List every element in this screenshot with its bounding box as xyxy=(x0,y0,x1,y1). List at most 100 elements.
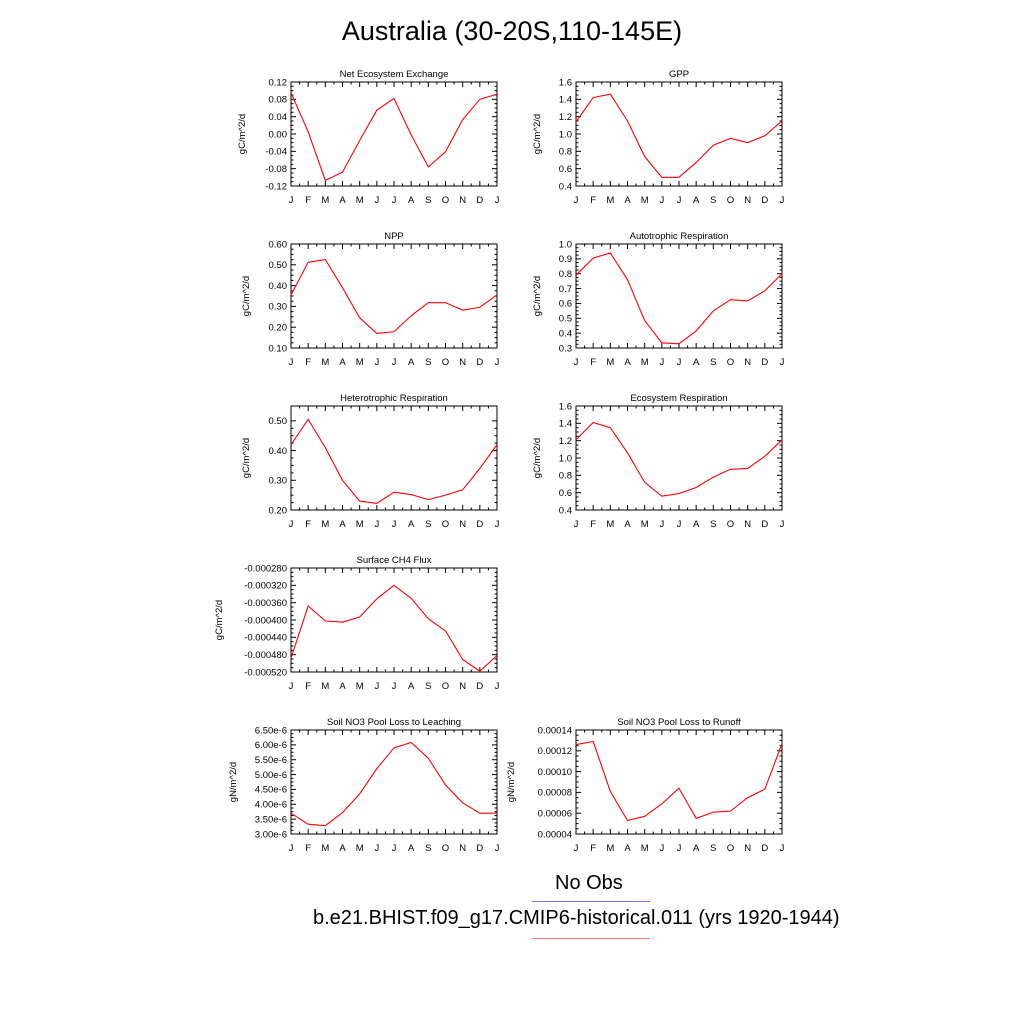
x-tick-label: A xyxy=(408,357,415,368)
x-tick-label: J xyxy=(574,843,579,854)
y-axis-label: gC/m^2/d xyxy=(214,600,225,640)
x-tick-label: D xyxy=(761,519,768,530)
x-tick-label: S xyxy=(710,519,716,530)
x-tick-label: A xyxy=(339,195,346,206)
x-tick-label: A xyxy=(693,519,700,530)
y-tick-label: 0.00012 xyxy=(538,746,572,757)
x-tick-label: J xyxy=(495,681,500,692)
y-tick-label: 0.12 xyxy=(269,77,288,88)
y-axis-label: gC/m^2/d xyxy=(532,114,543,154)
y-tick-label: 1.6 xyxy=(559,401,572,412)
x-tick-label: S xyxy=(425,681,431,692)
x-tick-label: S xyxy=(425,195,431,206)
x-tick-label: J xyxy=(495,519,500,530)
legend-obs-label: No Obs xyxy=(555,872,623,894)
y-tick-label: 1.2 xyxy=(559,436,572,447)
legend-case-line xyxy=(532,938,650,939)
series-line xyxy=(290,92,498,182)
y-axis-label: gC/m^2/d xyxy=(237,114,248,154)
y-tick-label: 0.00 xyxy=(269,129,288,140)
series-line xyxy=(575,740,783,822)
panel-title: Heterotrophic Respiration xyxy=(340,393,448,404)
y-tick-label: 0.00006 xyxy=(538,809,572,820)
x-tick-label: M xyxy=(641,843,649,854)
x-tick-label: N xyxy=(744,357,751,368)
y-tick-label: 1.0 xyxy=(559,453,572,464)
y-tick-label: -0.12 xyxy=(265,181,287,192)
x-tick-label: J xyxy=(392,519,397,530)
x-tick-label: M xyxy=(356,195,364,206)
x-tick-label: A xyxy=(339,519,346,530)
y-tick-label: 3.00e-6 xyxy=(255,829,287,840)
y-tick-label: 1.0 xyxy=(559,129,572,140)
panel-title: Surface CH4 Flux xyxy=(357,555,432,566)
x-tick-label: M xyxy=(321,357,329,368)
x-tick-label: F xyxy=(590,195,596,206)
x-tick-label: S xyxy=(710,357,716,368)
x-tick-label: A xyxy=(624,357,631,368)
y-tick-label: 0.30 xyxy=(269,476,288,487)
y-tick-label: -0.000520 xyxy=(244,667,287,678)
x-tick-label: J xyxy=(574,519,579,530)
y-tick-label: 0.4 xyxy=(559,328,572,339)
x-tick-label: M xyxy=(356,843,364,854)
legend-case-label: b.e21.BHIST.f09_g17.CMIP6-historical.011… xyxy=(313,907,840,929)
x-tick-label: J xyxy=(289,357,294,368)
x-tick-label: A xyxy=(693,843,700,854)
y-axis-label: gC/m^2/d xyxy=(532,276,543,316)
x-tick-label: M xyxy=(641,519,649,530)
x-tick-label: J xyxy=(374,195,379,206)
y-tick-label: 3.50e-6 xyxy=(255,814,287,825)
y-tick-label: 0.4 xyxy=(559,181,572,192)
series-line xyxy=(575,93,783,178)
plot-frame xyxy=(290,567,498,673)
series-line xyxy=(575,252,783,345)
x-tick-label: M xyxy=(356,519,364,530)
x-tick-label: J xyxy=(659,519,664,530)
x-tick-label: J xyxy=(289,681,294,692)
x-tick-label: F xyxy=(305,357,311,368)
x-tick-label: J xyxy=(780,843,785,854)
y-tick-label: 0.6 xyxy=(559,488,572,499)
x-tick-label: F xyxy=(305,843,311,854)
x-tick-label: A xyxy=(339,357,346,368)
x-tick-label: A xyxy=(408,195,415,206)
y-tick-label: 0.40 xyxy=(269,446,288,457)
x-tick-label: J xyxy=(574,357,579,368)
y-tick-label: 1.0 xyxy=(559,239,572,250)
x-tick-label: N xyxy=(459,195,466,206)
y-tick-label: -0.08 xyxy=(265,164,287,175)
panel-title: Autotrophic Respiration xyxy=(630,231,729,242)
y-tick-label: -0.000400 xyxy=(244,615,287,626)
x-tick-label: M xyxy=(356,681,364,692)
y-tick-label: -0.000360 xyxy=(244,598,287,609)
x-tick-label: M xyxy=(641,357,649,368)
x-tick-label: A xyxy=(624,195,631,206)
x-tick-label: J xyxy=(780,357,785,368)
x-tick-label: O xyxy=(442,519,449,530)
y-tick-label: 0.7 xyxy=(559,284,572,295)
y-tick-label: 1.4 xyxy=(559,419,572,430)
y-tick-label: 0.00008 xyxy=(538,788,572,799)
x-tick-label: J xyxy=(495,843,500,854)
y-tick-label: -0.000280 xyxy=(244,563,287,574)
series-line xyxy=(290,584,498,672)
y-tick-label: -0.000320 xyxy=(244,581,287,592)
plot-frame xyxy=(575,405,783,511)
y-tick-label: 0.8 xyxy=(559,269,572,280)
y-tick-label: 6.00e-6 xyxy=(255,740,287,751)
y-tick-label: -0.000440 xyxy=(244,633,287,644)
y-axis-label: gN/m^2/d xyxy=(228,762,239,802)
y-tick-label: 0.08 xyxy=(269,95,288,106)
x-tick-label: J xyxy=(374,357,379,368)
x-tick-label: M xyxy=(606,519,614,530)
x-tick-label: F xyxy=(305,681,311,692)
x-tick-label: J xyxy=(392,843,397,854)
y-tick-label: 0.00010 xyxy=(538,767,572,778)
x-tick-label: F xyxy=(590,357,596,368)
x-tick-label: D xyxy=(476,843,483,854)
y-tick-label: 0.00004 xyxy=(538,829,572,840)
y-tick-label: 0.6 xyxy=(559,164,572,175)
x-tick-label: F xyxy=(305,519,311,530)
